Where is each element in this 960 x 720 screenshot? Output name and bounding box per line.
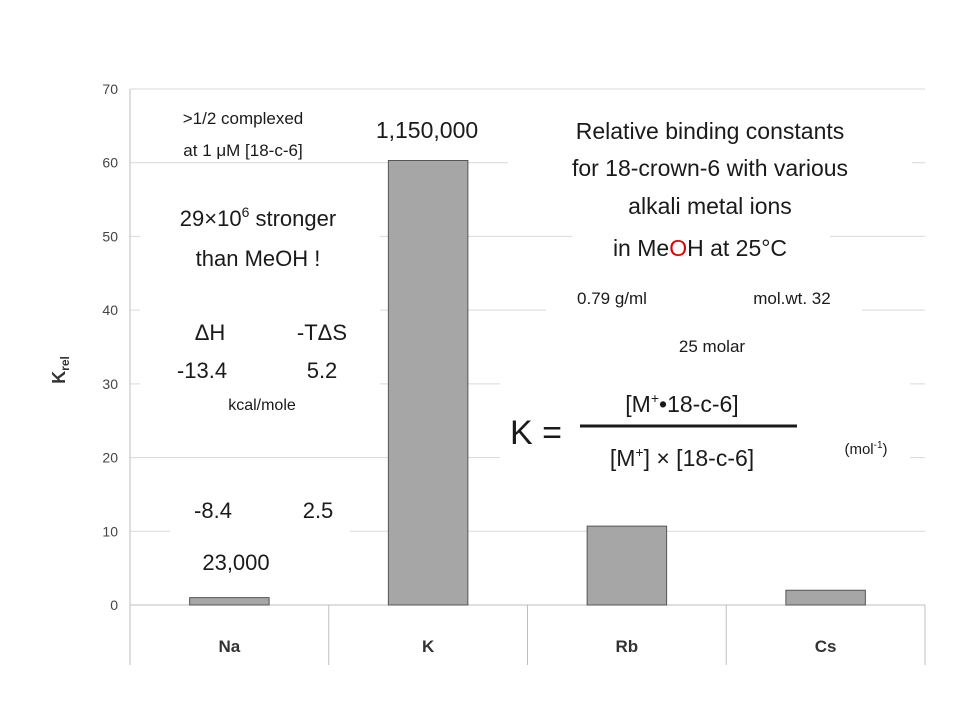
formula-numerator: [M+•18-c-6] [625, 390, 738, 417]
annotation: kcal/mole [228, 397, 296, 414]
annotation: than MeOH ! [196, 246, 321, 271]
mask [508, 108, 912, 226]
subtitle-part: H at 25°C [687, 235, 787, 261]
formula-part: + [651, 390, 659, 406]
formula-part: -1 [874, 440, 883, 451]
mask [500, 380, 910, 480]
x-tick-label: Na [219, 637, 241, 656]
y-tick-label: 60 [102, 155, 118, 171]
y-axis-label: Krel [49, 356, 72, 384]
formula-part: ) [883, 441, 888, 458]
x-tick-label: K [422, 637, 435, 656]
formula-units: (mol-1) [844, 440, 887, 458]
formula-part: ] × [18-c-6] [644, 445, 755, 471]
formula-part: (mol [844, 441, 873, 458]
bar [586, 525, 668, 606]
y-label-sub: rel [58, 356, 72, 371]
y-tick-label: 10 [102, 523, 118, 539]
annotation: at 1 μM [18-c-6] [183, 141, 302, 160]
x-tick-label: Cs [815, 637, 837, 656]
annotation: 2.5 [303, 498, 334, 523]
annotation-part: 6 [242, 204, 250, 220]
mask [140, 196, 380, 416]
annotation: -8.4 [194, 498, 232, 523]
subtitle-part: in Me [613, 235, 669, 261]
annotation: 0.79 g/ml [577, 289, 647, 308]
y-tick-label: 0 [110, 597, 118, 613]
annotation-part: 29×10 [180, 206, 242, 231]
title: alkali metal ions [628, 193, 792, 219]
mask [546, 282, 862, 314]
subtitle: in MeOH at 25°C [613, 235, 787, 261]
y-tick-label: 30 [102, 376, 118, 392]
y-tick-label: 70 [102, 81, 118, 97]
bar [785, 589, 866, 606]
annotation: 5.2 [307, 358, 338, 383]
annotation: 23,000 [202, 550, 269, 575]
annotation: 1,150,000 [376, 117, 478, 143]
mask [572, 226, 830, 266]
y-tick-label: 20 [102, 450, 118, 466]
annotation: 29×106 stronger [180, 204, 336, 231]
y-tick-label: 40 [102, 302, 118, 318]
mask [140, 100, 350, 160]
bar [189, 597, 270, 606]
annotation: -13.4 [177, 358, 227, 383]
formula-part: •18-c-6] [659, 391, 739, 417]
annotations: Krel >1/2 complexed at 1 μM [18-c-6] 1,1… [49, 100, 912, 580]
annotation: ΔH [195, 320, 226, 345]
subtitle-part: O [669, 235, 687, 261]
y-tick-label: 50 [102, 228, 118, 244]
formula-part: [M [625, 391, 651, 417]
formula-denominator: [M+] × [18-c-6] [610, 444, 754, 471]
x-tick-label: Rb [616, 637, 639, 656]
mask [170, 492, 350, 580]
annotation: -TΔS [297, 320, 347, 345]
title: for 18-crown-6 with various [572, 155, 848, 181]
formula-part: + [635, 444, 643, 460]
plot-area: 0 10 20 30 40 50 60 70 Na K Rb Cs [102, 81, 926, 665]
formula-lhs: K = [510, 414, 562, 452]
y-label-main: K [49, 371, 69, 384]
annotation: 25 molar [679, 337, 745, 356]
annotation-part: stronger [249, 206, 336, 231]
bar [387, 160, 469, 606]
annotation: >1/2 complexed [183, 109, 304, 128]
formula-part: [M [610, 445, 636, 471]
annotation: mol.wt. 32 [753, 289, 830, 308]
title: Relative binding constants [576, 118, 845, 144]
